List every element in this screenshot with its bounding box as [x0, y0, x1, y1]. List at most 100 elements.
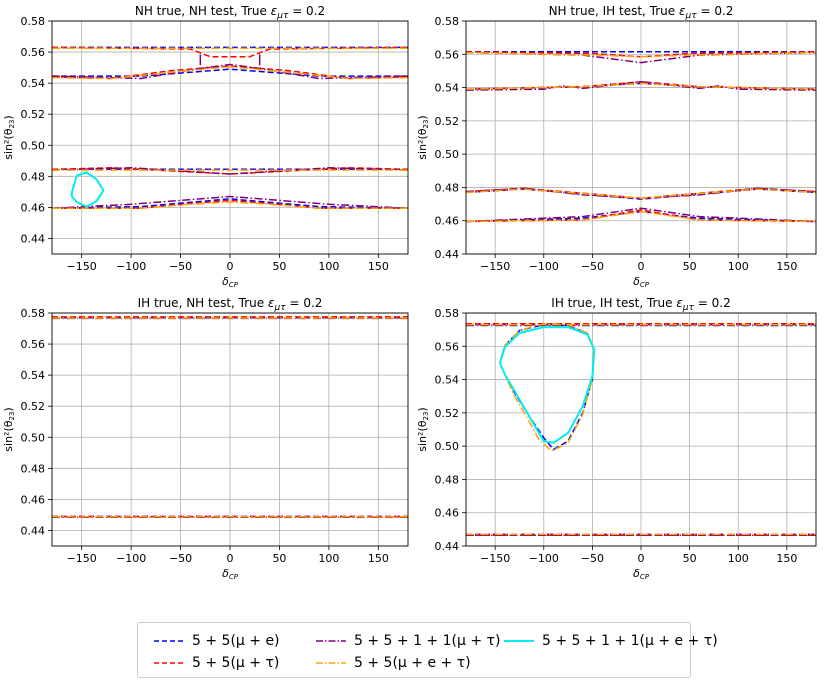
- y-tick-label: 0.58: [435, 15, 460, 28]
- y-tick-label: 0.56: [435, 340, 460, 353]
- series-line: [466, 188, 816, 199]
- y-tick-label: 0.52: [435, 115, 460, 128]
- y-tick-label: 0.52: [21, 108, 46, 121]
- series-line: [499, 323, 596, 451]
- x-tick-label: −150: [480, 552, 510, 565]
- y-tick-label: 0.58: [435, 307, 460, 320]
- series-line: [499, 326, 596, 444]
- y-tick-label: 0.48: [21, 170, 46, 183]
- y-tick-label: 0.46: [21, 493, 46, 506]
- y-tick-label: 0.46: [435, 507, 460, 520]
- x-tick-label: 150: [776, 552, 797, 565]
- y-axis-label: sin²(θ23): [2, 407, 16, 451]
- legend-label: 5 + 5(μ + τ): [192, 655, 280, 671]
- x-tick-label: 150: [368, 260, 389, 273]
- y-tick-label: 0.54: [21, 369, 46, 382]
- series-line: [52, 63, 408, 80]
- legend-entry: 5 + 5 + 1 + 1(μ + τ): [316, 632, 500, 650]
- x-axis-label: δCP: [633, 567, 650, 581]
- series-line: [52, 66, 408, 80]
- legend-label: 5 + 5 + 1 + 1(μ + τ): [354, 633, 501, 649]
- series-line: [466, 51, 816, 58]
- y-tick-label: 0.46: [435, 215, 460, 228]
- series-line: [466, 207, 816, 223]
- y-tick-label: 0.50: [435, 148, 460, 161]
- y-axis-label: sin²(θ23): [416, 407, 430, 451]
- y-tick-label: 0.56: [21, 338, 46, 351]
- x-axis-label: δCP: [633, 275, 650, 289]
- x-tick-label: 150: [368, 552, 389, 565]
- y-tick-label: 0.48: [435, 181, 460, 194]
- y-tick-label: 0.52: [21, 400, 46, 413]
- x-tick-label: 50: [683, 260, 697, 273]
- series-group: [466, 51, 816, 223]
- x-tick-label: −100: [529, 260, 559, 273]
- y-tick-label: 0.56: [435, 48, 460, 61]
- x-tick-label: −150: [67, 260, 97, 273]
- y-tick-label: 0.44: [435, 540, 460, 553]
- y-tick-label: 0.54: [435, 374, 460, 387]
- chart-panel: −150 −100 −50 0 50 100 150 0.44 0.46 0.48 0.50 0.52…: [2, 296, 409, 581]
- x-tick-label: 100: [318, 260, 339, 273]
- series-line: [70, 171, 105, 208]
- chart-title: NH true, IH test, True εμτ = 0.2: [549, 4, 734, 21]
- y-tick-label: 0.46: [21, 201, 46, 214]
- y-axis-label: sin²(θ23): [416, 115, 430, 159]
- x-tick-label: −150: [67, 552, 97, 565]
- x-tick-label: −100: [529, 552, 559, 565]
- chart-panel: −150 −100 −50 0 50 100 150 0.44 0.46 0.48 0.50 0.52…: [416, 296, 817, 581]
- x-tick-label: 0: [227, 260, 234, 273]
- y-tick-label: 0.52: [435, 407, 460, 420]
- legend-entry: 5 + 5 + 1 + 1(μ + e + τ): [504, 632, 718, 650]
- series-group: [466, 323, 816, 536]
- series-group: [52, 46, 408, 209]
- series-line: [52, 198, 408, 209]
- legend-label: 5 + 5 + 1 + 1(μ + e + τ): [542, 633, 718, 649]
- x-tick-label: 150: [776, 260, 797, 273]
- legend-swatch-icon: [316, 640, 346, 642]
- legend-entry: 5 + 5(μ + e + τ): [316, 654, 471, 672]
- legend-entry: 5 + 5(μ + τ): [154, 654, 279, 672]
- legend-entry: 5 + 5(μ + e): [154, 632, 280, 650]
- series-line: [52, 68, 408, 77]
- x-tick-label: −100: [116, 552, 146, 565]
- y-tick-label: 0.50: [435, 440, 460, 453]
- legend-label: 5 + 5(μ + e): [192, 633, 280, 649]
- x-tick-label: −50: [581, 552, 604, 565]
- series-line: [52, 167, 408, 175]
- x-tick-label: 0: [227, 552, 234, 565]
- legend-swatch-icon: [504, 640, 534, 642]
- y-tick-label: 0.44: [21, 232, 46, 245]
- x-tick-label: 50: [683, 552, 697, 565]
- y-tick-label: 0.54: [435, 82, 460, 95]
- y-tick-label: 0.58: [21, 307, 46, 320]
- series-line: [52, 195, 408, 209]
- chart-title: NH true, NH test, True εμτ = 0.2: [135, 4, 325, 21]
- series-line: [466, 210, 816, 223]
- x-tick-label: 0: [638, 260, 645, 273]
- series-line: [466, 188, 816, 200]
- y-tick-label: 0.48: [435, 473, 460, 486]
- y-tick-label: 0.48: [21, 462, 46, 475]
- legend-swatch-icon: [154, 662, 184, 664]
- y-tick-label: 0.44: [21, 524, 46, 537]
- legend-swatch-icon: [154, 640, 184, 642]
- chart-panel: −150 −100 −50 0 50 100 150 0.44 0.46 0.48 0.50 0.52…: [2, 4, 409, 289]
- y-tick-label: 0.50: [21, 431, 46, 444]
- x-tick-label: −100: [116, 260, 146, 273]
- series-line: [52, 201, 408, 209]
- x-tick-label: −150: [480, 260, 510, 273]
- y-tick-label: 0.44: [435, 248, 460, 261]
- chart-title: IH true, IH test, True εμτ = 0.2: [551, 296, 730, 313]
- x-tick-label: 100: [318, 552, 339, 565]
- y-axis-label: sin²(θ23): [2, 115, 16, 159]
- x-tick-label: 100: [728, 552, 749, 565]
- chart-title: IH true, NH test, True εμτ = 0.2: [138, 296, 323, 313]
- series-line: [466, 82, 816, 90]
- y-tick-label: 0.50: [21, 139, 46, 152]
- x-tick-label: 50: [272, 552, 286, 565]
- series-line: [499, 323, 596, 452]
- legend-swatch-icon: [316, 662, 346, 664]
- y-tick-label: 0.56: [21, 46, 46, 59]
